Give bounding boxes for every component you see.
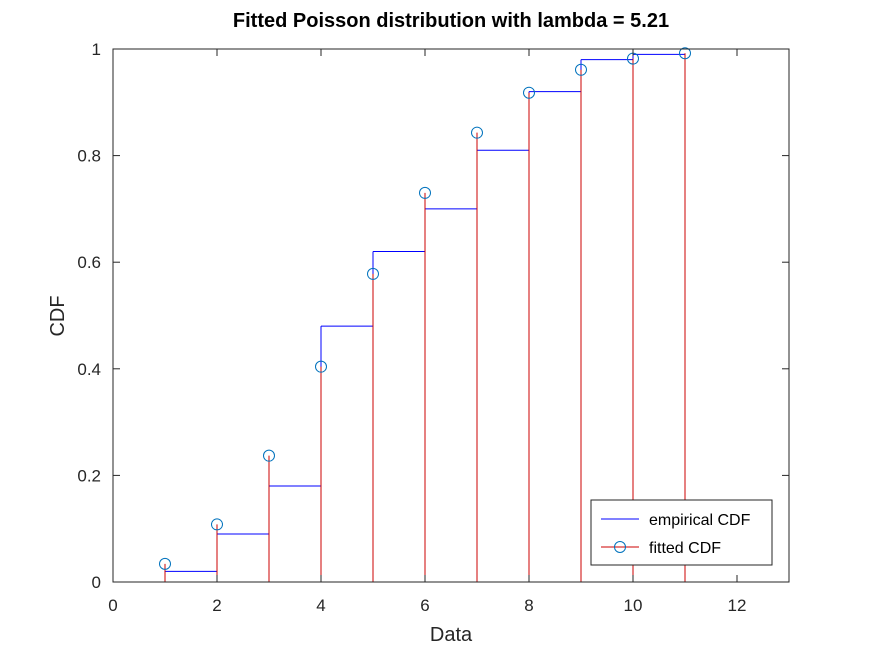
plot-background xyxy=(113,49,789,582)
fitted-cdf-marker xyxy=(211,518,223,531)
x-tick-label: 0 xyxy=(108,596,117,615)
fitted-cdf-marker xyxy=(679,47,691,60)
x-axis-label: Data xyxy=(430,624,473,646)
y-tick-label: 0.8 xyxy=(77,147,101,166)
y-tick-label: 0.4 xyxy=(77,360,101,379)
x-tick-label: 8 xyxy=(524,596,533,615)
axes-box xyxy=(112,48,790,583)
chart-title: Fitted Poisson distribution with lambda … xyxy=(233,10,669,32)
fitted-cdf-marker xyxy=(523,86,535,99)
legend-label-fitted: fitted CDF xyxy=(649,540,721,557)
legend-swatch-fitted-marker xyxy=(614,541,626,553)
x-tick-label: 12 xyxy=(728,596,747,615)
x-tick-label: 6 xyxy=(420,596,429,615)
fitted-cdf-marker xyxy=(575,63,587,76)
x-tick-label: 10 xyxy=(624,596,643,615)
fitted-cdf-marker xyxy=(471,126,483,139)
legend-label-empirical: empirical CDF xyxy=(649,512,751,529)
legend: empirical CDF fitted CDF xyxy=(590,499,773,566)
y-tick-label: 1 xyxy=(92,40,101,59)
axes: 0 2 4 6 8 10 12 0 0.2 0.4 0.6 0.8 1 xyxy=(77,40,790,615)
y-tick-label: 0.2 xyxy=(77,466,101,485)
fitted-cdf-marker xyxy=(419,186,431,199)
plot-area xyxy=(113,47,789,582)
y-tick-label: 0.6 xyxy=(77,253,101,272)
fitted-cdf-marker xyxy=(315,360,327,373)
legend-box xyxy=(590,499,773,566)
fitted-cdf-marker xyxy=(263,449,275,462)
y-axis-label: CDF xyxy=(47,295,69,336)
y-tick-label: 0 xyxy=(92,573,101,592)
fitted-cdf-marker xyxy=(367,267,379,280)
x-tick-label: 2 xyxy=(212,596,221,615)
fitted-cdf-marker xyxy=(159,557,171,570)
x-tick-label: 4 xyxy=(316,596,325,615)
